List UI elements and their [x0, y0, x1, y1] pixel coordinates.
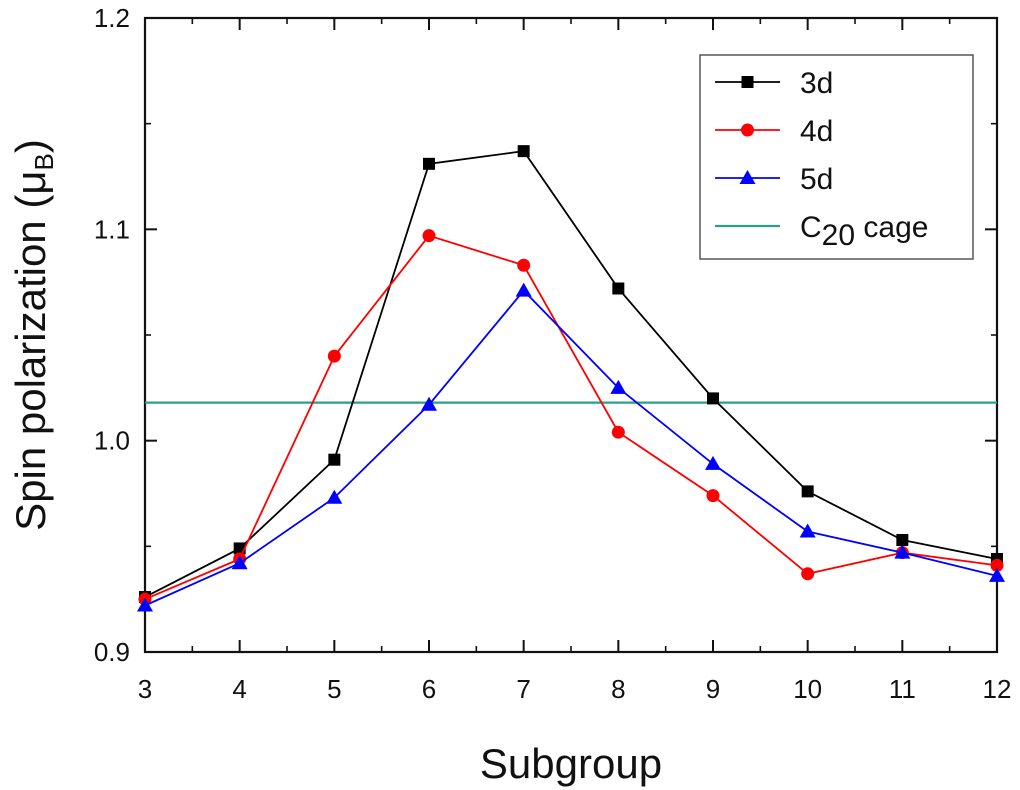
legend-swatch-marker-4d — [741, 123, 754, 137]
axis-tick-labels: 3 4 5 6 7 8 9 10 11 12 0.9 1.0 1.1 1.2 — [94, 3, 1012, 704]
legend-label-3d: 3d — [800, 67, 833, 100]
y-tick-label-0: 0.9 — [94, 637, 130, 667]
x-tick-label-3: 3 — [138, 674, 152, 704]
y-axis-title-main: Spin polarization ( — [7, 195, 54, 531]
y-axis-title-mu: μ — [7, 170, 54, 194]
legend-items: 3d 4d 5d — [715, 67, 833, 196]
data-point-5d-5 — [326, 489, 343, 504]
series-layer — [137, 145, 1005, 612]
x-tick-label-6: 6 — [422, 674, 436, 704]
x-tick-label-7: 7 — [516, 674, 530, 704]
legend: 3d 4d 5d C20 cage — [699, 54, 974, 260]
data-point-4d-7 — [517, 258, 531, 272]
data-point-4d-8 — [611, 425, 625, 439]
y-axis-title-close: ) — [7, 139, 54, 153]
series-4d — [138, 229, 1004, 606]
legend-swatch-marker-3d — [741, 76, 754, 88]
series-5d — [137, 282, 1005, 612]
series-line-3d — [144, 150, 998, 598]
data-point-3d-8 — [612, 282, 625, 295]
data-point-4d-6 — [422, 229, 436, 243]
data-point-4d-5 — [327, 349, 341, 363]
y-tick-label-3: 1.2 — [94, 3, 130, 33]
axis-ticks — [144, 17, 998, 653]
y-tick-label-1: 1.0 — [94, 426, 130, 456]
data-point-4d-10 — [801, 567, 815, 581]
x-tick-label-11: 11 — [889, 674, 916, 704]
data-point-5d-12 — [989, 567, 1005, 582]
x-tick-label-12: 12 — [983, 674, 1012, 704]
data-point-5d-6 — [421, 396, 437, 411]
data-point-4d-12 — [990, 558, 1004, 572]
legend-label-5d: 5d — [800, 163, 833, 196]
x-tick-label-4: 4 — [232, 674, 246, 704]
x-axis-title: Subgroup — [480, 740, 662, 787]
data-point-3d-11 — [896, 533, 909, 546]
data-point-5d-9 — [705, 455, 721, 470]
data-point-3d-5 — [328, 453, 341, 466]
y-tick-label-2: 1.1 — [94, 214, 130, 244]
data-point-3d-10 — [801, 485, 814, 498]
data-point-5d-11 — [894, 544, 911, 559]
data-point-3d-6 — [423, 157, 435, 170]
y-axis-title-sub: B — [29, 153, 59, 170]
x-tick-label-8: 8 — [611, 674, 625, 704]
data-point-5d-4 — [231, 555, 248, 570]
legend-label-c20: C20 cage — [800, 211, 928, 252]
data-point-5d-10 — [799, 523, 816, 538]
data-point-3d-9 — [707, 392, 719, 405]
legend-label-4d: 4d — [800, 115, 833, 148]
data-point-5d-7 — [515, 282, 532, 297]
series-line-5d — [144, 289, 998, 607]
x-tick-label-9: 9 — [706, 674, 720, 704]
data-point-5d-3 — [137, 597, 153, 612]
data-point-5d-8 — [610, 379, 627, 394]
x-tick-label-10: 10 — [793, 674, 822, 704]
x-tick-label-5: 5 — [327, 674, 341, 704]
legend-swatch-marker-5d — [739, 170, 756, 184]
series-line-4d — [144, 234, 998, 600]
y-axis-title: Spin polarization (μB) — [7, 139, 59, 531]
data-point-4d-9 — [706, 489, 720, 503]
data-point-3d-7 — [517, 145, 530, 158]
